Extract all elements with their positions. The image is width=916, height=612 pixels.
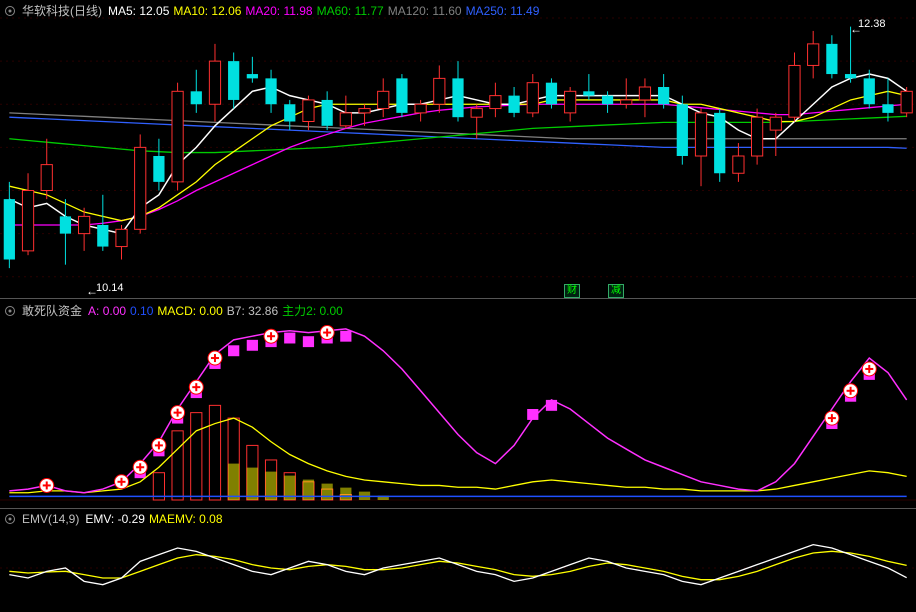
gear-icon[interactable] xyxy=(4,5,16,17)
indicator-title: EMV(14,9) xyxy=(22,512,79,526)
ma-label: MA5: 12.05 xyxy=(108,4,169,18)
ma-label: MA250: 11.49 xyxy=(466,4,540,18)
ma-label: MA10: 12.06 xyxy=(173,4,241,18)
panel-separator xyxy=(0,508,916,509)
signal-badge: 减 xyxy=(608,284,624,298)
indicator-panel-2[interactable]: EMV(14,9) EMV: -0.29 MAEMV: 0.08 xyxy=(0,510,916,612)
main-candlestick-panel[interactable]: 华软科技(日线) MA5: 12.05 MA10: 12.06 MA20: 11.9… xyxy=(0,0,916,298)
stock-title: 华软科技(日线) xyxy=(22,2,102,19)
gear-icon[interactable] xyxy=(4,513,16,525)
bot-header: EMV(14,9) EMV: -0.29 MAEMV: 0.08 xyxy=(4,512,227,526)
indicator-label: EMV: -0.29 xyxy=(85,512,145,526)
ma-label: MA120: 11.60 xyxy=(388,4,462,18)
candlestick-chart[interactable] xyxy=(0,0,916,298)
ma-label: MA60: 11.77 xyxy=(317,4,384,18)
indicator-label: 主力2: 0.00 xyxy=(282,304,343,318)
indicator-label: MACD: 0.00 xyxy=(157,304,222,318)
indicator-panel-1[interactable]: 敢死队资金 A: 0.00 0.10 MACD: 0.00 B7: 32.86 主力2:… xyxy=(0,300,916,508)
mid-header: 敢死队资金 A: 0.00 0.10 MACD: 0.00 B7: 32.86 主力2:… xyxy=(4,302,347,319)
gear-icon[interactable] xyxy=(4,305,16,317)
price-low-label: 10.14 xyxy=(96,282,124,294)
price-high-label: 12.38 xyxy=(858,18,886,30)
indicator-title: 敢死队资金 xyxy=(22,302,82,319)
ma-label: MA20: 11.98 xyxy=(245,4,312,18)
signal-badge: 财 xyxy=(564,284,580,298)
indicator-label: MAEMV: 0.08 xyxy=(149,512,223,526)
panel-separator xyxy=(0,298,916,299)
indicator-label: B7: 32.86 xyxy=(227,304,278,318)
main-header: 华软科技(日线) MA5: 12.05 MA10: 12.06 MA20: 11.9… xyxy=(4,2,543,19)
indicator-chart-1[interactable] xyxy=(0,300,916,508)
indicator-label: 0.10 xyxy=(130,304,153,318)
indicator-label: A: 0.00 xyxy=(88,304,126,318)
